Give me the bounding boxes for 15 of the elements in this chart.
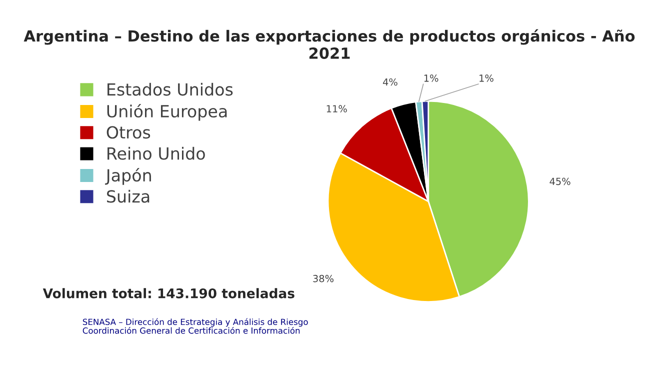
legend-label: Suiza (107, 190, 150, 203)
data-label: 38% (313, 274, 334, 282)
legend-label: Unión Europea (107, 104, 227, 121)
text: SENASA – Dirección de Estrategia y Análisis de Riesgo Coordinación General de Certificación e Información (82, 318, 308, 334)
data-label: 45% (550, 178, 570, 186)
legend-label: Reino Unido (108, 146, 205, 160)
legend-label: Estados Unidos (108, 82, 233, 96)
data-label: 11% (326, 105, 347, 112)
data-label: 4% (382, 78, 398, 86)
legend-label: Japón (105, 168, 151, 185)
text: Volumen total: 143.190 toneladas (42, 288, 294, 298)
chart-title: Argentina – Destino de las exportaciones de productos orgánicos - Año 2021 (24, 29, 635, 59)
legend-label: Otros (106, 126, 150, 139)
data-label: 1% (480, 74, 494, 82)
data-label: 1% (424, 74, 438, 82)
